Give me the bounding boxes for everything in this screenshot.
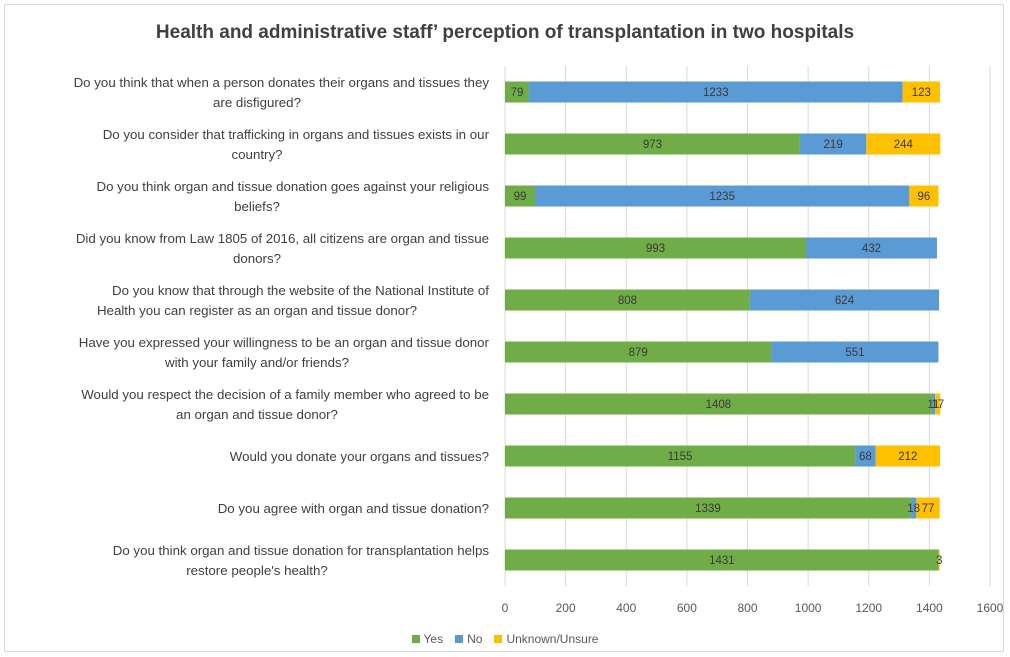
category-label: country?: [232, 147, 283, 162]
category-label: donors?: [233, 251, 281, 266]
bar-no: [799, 133, 867, 155]
category-label: Do you know that through the website of …: [112, 283, 489, 298]
bar-unknown-unsure: [935, 393, 941, 415]
data-label: 1235: [709, 191, 735, 203]
category-label: Would you respect the decision of a fami…: [81, 387, 489, 402]
bar-no: [931, 393, 936, 415]
x-tick-label: 1400: [916, 601, 943, 615]
category-label: Have you expressed your willingness to b…: [79, 335, 490, 350]
data-label: 1431: [709, 555, 735, 567]
data-label: 1408: [706, 399, 732, 411]
legend-item-unknown-unsure: Unknown/Unsure: [494, 632, 598, 646]
data-label: 624: [835, 295, 855, 307]
bar-yes: [505, 81, 529, 103]
legend-item-yes: Yes: [411, 632, 444, 646]
bar-unknown-unsure: [938, 549, 940, 571]
data-label: 11: [927, 399, 939, 411]
chart-frame: [4, 4, 1004, 652]
bar-unknown-unsure: [866, 133, 941, 155]
bar-yes: [505, 393, 932, 415]
category-label: Did you know from Law 1805 of 2016, all …: [76, 231, 489, 246]
category-label: Do you consider that trafficking in orga…: [103, 127, 490, 142]
x-tick-label: 600: [677, 601, 697, 615]
bar-no: [855, 445, 876, 467]
bar-yes: [505, 445, 856, 467]
tick-labels: 0 200 400 600 800 1000 1200 1400 1600: [502, 601, 1004, 615]
bar-yes: [505, 341, 772, 363]
category-label: Do you agree with organ and tissue donat…: [218, 501, 489, 516]
data-label: 1339: [695, 503, 721, 515]
category-label: restore people's health?: [186, 563, 328, 578]
bar-unknown-unsure: [916, 497, 940, 519]
bar-yes: [505, 549, 939, 571]
bar-yes: [505, 133, 800, 155]
data-label: 18: [907, 503, 920, 515]
legend-item-no: No: [455, 632, 482, 646]
data-label: 993: [646, 243, 665, 255]
legend-swatch: [455, 635, 464, 643]
category-label: Do you think that when a person donates …: [74, 75, 490, 90]
chart-title: Health and administrative staff’ percept…: [155, 22, 855, 43]
data-label: 879: [629, 347, 648, 359]
category-label: Do you think organ and tissue donation f…: [113, 543, 490, 558]
bar-unknown-unsure: [875, 445, 940, 467]
x-tick-label: 400: [616, 601, 636, 615]
data-label: 123: [912, 87, 931, 99]
data-label: 17: [931, 399, 944, 411]
bar-yes: [505, 289, 750, 311]
bar-no: [749, 289, 940, 311]
category-label: Health you can register as an organ and …: [97, 303, 417, 318]
category-label: with your family and/or friends?: [164, 355, 349, 370]
x-tick-label: 1600: [977, 601, 1004, 615]
data-label: 96: [918, 191, 931, 203]
category-label: Do you think organ and tissue donation g…: [96, 179, 489, 194]
data-label: 808: [618, 295, 637, 307]
x-tick-label: 1000: [795, 601, 822, 615]
x-tick-label: 200: [556, 601, 576, 615]
data-label: 244: [894, 139, 914, 151]
category-label: are disfigured?: [213, 95, 301, 110]
data-label: 551: [845, 347, 864, 359]
bars: [505, 81, 941, 571]
bar-unknown-unsure: [909, 185, 939, 207]
x-tick-label: 1200: [855, 601, 882, 615]
legend-label: Yes: [423, 632, 444, 646]
bar-no: [806, 237, 937, 259]
data-label: 79: [511, 87, 524, 99]
data-label: 77: [922, 503, 935, 515]
data-label: 432: [862, 243, 881, 255]
data-label: 3: [936, 555, 942, 567]
data-label: 1155: [668, 451, 693, 463]
legend: Yes No Unknown/Unsure: [0, 632, 1010, 646]
legend-label: No: [467, 632, 483, 646]
bar-no: [771, 341, 939, 363]
bar-no: [528, 81, 903, 103]
bar-unknown-unsure: [902, 81, 940, 103]
legend-swatch: [494, 635, 503, 643]
category-label: Would you donate your organs and tissues…: [230, 449, 489, 464]
data-label: 973: [643, 139, 662, 151]
bar-yes: [505, 497, 911, 519]
data-label: 212: [898, 451, 917, 463]
x-tick-label: 800: [737, 601, 757, 615]
data-label: 68: [859, 451, 872, 463]
category-label: an organ and tissue donor?: [176, 407, 338, 422]
data-label: 219: [824, 139, 843, 151]
value-labels: 79 1233 123 973 219 244 99 1235 96 993 432 808 624 87…: [511, 87, 945, 567]
category-label: beliefs?: [234, 199, 280, 214]
bar-yes: [505, 185, 536, 207]
data-label: 99: [514, 191, 527, 203]
x-tick-label: 0: [502, 601, 509, 615]
bar-no: [910, 497, 917, 519]
bar-yes: [505, 237, 807, 259]
bar-no: [535, 185, 910, 207]
legend-label: Unknown/Unsure: [506, 632, 599, 646]
category-labels: Do you think that when a person donates …: [74, 75, 490, 578]
legend-swatch: [411, 635, 420, 643]
data-label: 1233: [703, 87, 729, 99]
